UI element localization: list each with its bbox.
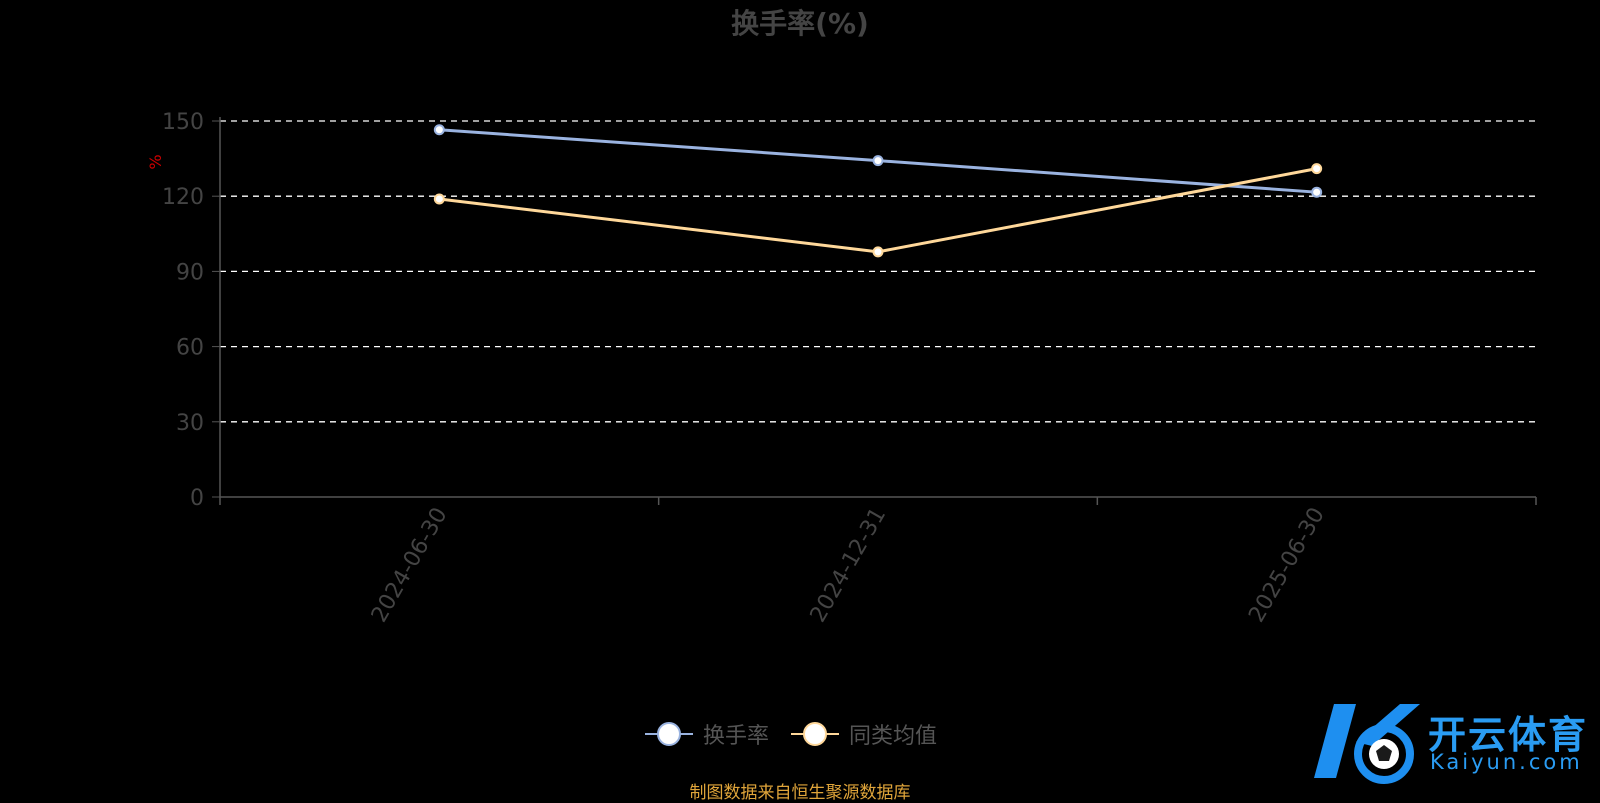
grid-lines [212,120,1536,498]
legend-label-turnover: 换手率 [703,724,770,749]
y-axis-unit-label: % [146,154,165,169]
axes [219,117,1537,505]
legend-item-peer-average[interactable]: 同类均值 [791,718,937,750]
y-tick-label: 0 [190,486,204,511]
x-tick-labels: 2024-06-30 2024-12-31 2025-06-30 [367,504,1330,627]
y-tick-labels: 0 30 60 90 120 150 [162,110,204,511]
data-point [1311,163,1323,175]
data-point [1311,186,1323,198]
legend-label-peer-average: 同类均值 [849,724,938,749]
legend-circle-icon [803,722,828,746]
legend-symbol-turnover [645,722,693,746]
series-lines [433,124,1323,258]
legend-item-turnover[interactable]: 换手率 [645,718,769,750]
data-point [872,155,884,167]
chart-title: 换手率(%) [731,7,869,40]
legend-symbol-peer-average [791,722,840,746]
watermark-cn-text: 开云体育 [1428,713,1589,757]
y-tick-label: 60 [176,336,204,361]
legend: 换手率 同类均值 [645,718,937,750]
data-point [433,193,445,205]
x-tick-label: 2024-12-31 [806,504,892,627]
series-line-1 [439,167,1317,254]
x-tick-label: 2025-06-30 [1244,504,1330,627]
watermark-logo: 开云体育 Kaiyun.com [1312,698,1592,788]
data-point [433,124,445,136]
kaiyun-logo-icon [1314,704,1420,784]
y-tick-label: 90 [176,260,204,285]
legend-circle-icon [657,722,681,746]
x-tick-label: 2024-06-30 [367,504,453,627]
source-footnote: 制图数据来自恒生聚源数据库 [689,783,911,803]
y-tick-label: 120 [162,185,204,210]
y-tick-label: 150 [162,110,204,135]
watermark-en-text: Kaiyun.com [1430,750,1583,774]
data-point [872,246,884,258]
y-tick-label: 30 [176,411,204,436]
